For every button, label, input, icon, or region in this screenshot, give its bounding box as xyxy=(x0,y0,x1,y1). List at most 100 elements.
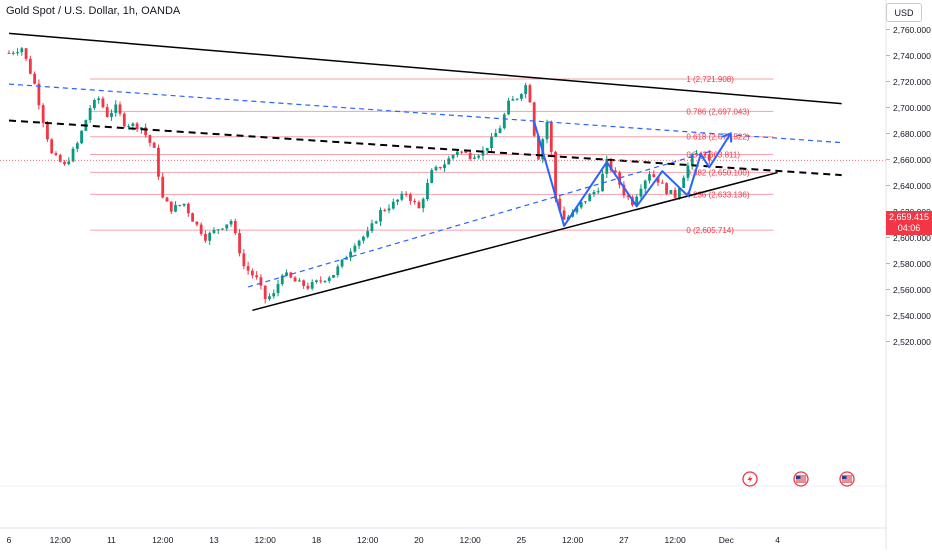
channel-line-dashed[interactable] xyxy=(247,149,714,288)
candle-body xyxy=(208,232,212,241)
candle-body xyxy=(297,280,301,282)
candle-body xyxy=(545,122,549,140)
candle-body xyxy=(16,52,19,54)
candle-body xyxy=(272,293,276,297)
candle-body xyxy=(157,147,160,177)
candle-body xyxy=(63,161,66,165)
y-tick-label: 2,760.000 xyxy=(893,25,931,35)
y-tick-label: 2,580.000 xyxy=(893,259,931,269)
candle-body xyxy=(592,192,596,195)
candle-body xyxy=(686,165,690,178)
x-tick-label: 12:00 xyxy=(255,535,277,545)
candle-body xyxy=(605,159,609,174)
y-tick-label: 2,700.000 xyxy=(893,103,931,113)
candle-body xyxy=(118,104,122,114)
candle-body xyxy=(396,199,399,202)
candle-body xyxy=(24,48,28,59)
projection-path[interactable] xyxy=(533,121,733,227)
candle-body xyxy=(524,85,528,95)
candle-body xyxy=(549,122,553,152)
trendline-solid[interactable] xyxy=(252,171,778,312)
us-flag-icon[interactable] xyxy=(793,471,809,487)
candle-body xyxy=(438,166,442,169)
candle-body xyxy=(268,296,271,299)
candle-body xyxy=(152,142,156,148)
flash-icon[interactable] xyxy=(742,471,758,487)
candle-body xyxy=(101,98,105,108)
candle-body xyxy=(477,155,481,158)
candle-body xyxy=(182,203,186,206)
candle-body xyxy=(148,135,152,143)
currency-button[interactable]: USD xyxy=(886,3,922,22)
trendlines[interactable] xyxy=(0,32,886,312)
trendline-dashed[interactable] xyxy=(8,119,842,177)
candle-body xyxy=(315,280,318,283)
fibonacci-retracement[interactable]: 1 (2,721.908) 0.786 (2,697.043) 0.618 (2,6… xyxy=(90,75,774,235)
candle-body xyxy=(144,127,148,136)
y-tick-label: 2,740.000 xyxy=(893,51,931,61)
candle-body xyxy=(319,280,323,282)
y-tick-label: 2,600.000 xyxy=(893,233,931,243)
candle-body xyxy=(481,150,485,156)
x-tick-label: 11 xyxy=(107,535,116,545)
candle-body xyxy=(690,153,694,166)
candle-body xyxy=(707,154,711,161)
candle-body xyxy=(246,266,250,271)
bar-countdown: 04:06 xyxy=(897,223,921,233)
last-price-tag: 2,659.415 04:06 xyxy=(886,211,932,235)
candle-body xyxy=(332,275,335,278)
candle-body xyxy=(643,180,647,189)
y-tick-label: 2,540.000 xyxy=(893,311,931,321)
candle-body xyxy=(383,210,387,212)
x-tick-label: Dec xyxy=(719,535,735,545)
candle-body xyxy=(110,112,113,118)
candle-body xyxy=(238,233,241,254)
candle-body xyxy=(54,153,58,156)
y-tick-label: 2,640.000 xyxy=(893,181,931,191)
candle-body xyxy=(408,194,412,201)
x-tick-label: 12:00 xyxy=(562,535,584,545)
projection-zigzag[interactable] xyxy=(533,121,732,227)
candle-body xyxy=(174,205,177,212)
candle-body xyxy=(259,277,263,286)
us-flag-icon[interactable] xyxy=(839,471,855,487)
candle-body xyxy=(58,155,62,162)
x-tick-label: 6 xyxy=(7,535,12,545)
channel-line-dashed[interactable] xyxy=(8,83,842,144)
candle-body xyxy=(250,270,254,276)
candle-body xyxy=(485,148,489,151)
x-tick-label: 20 xyxy=(414,535,424,545)
candle-body xyxy=(515,98,519,100)
candle-body xyxy=(443,164,446,169)
fib-level-label: 0.618 (2,677.522) xyxy=(686,133,749,142)
fib-level-label: 0.382 (2,650.100) xyxy=(686,168,749,177)
candle-body xyxy=(528,85,532,103)
candle-body xyxy=(255,275,259,278)
candle-body xyxy=(374,221,378,224)
candle-body xyxy=(387,208,391,211)
candle-body xyxy=(336,266,340,276)
candle-body xyxy=(575,207,579,213)
x-tick-label: 12:00 xyxy=(460,535,482,545)
candle-body xyxy=(353,245,357,252)
event-icons[interactable] xyxy=(742,471,855,487)
candle-body xyxy=(498,128,502,134)
candle-body xyxy=(225,224,229,229)
candle-body xyxy=(558,198,562,211)
candle-body xyxy=(165,197,169,202)
candle-body xyxy=(289,272,293,278)
candle-body xyxy=(413,200,417,203)
trendline-solid[interactable] xyxy=(8,32,842,105)
candle-body xyxy=(75,143,79,149)
candle-body xyxy=(613,170,617,173)
candle-body xyxy=(520,94,523,99)
chart-title: Gold Spot / U.S. Dollar, 1h, OANDA xyxy=(6,5,181,17)
candle-body xyxy=(648,174,651,181)
fib-level-label: 0.236 (2,633.136) xyxy=(686,190,749,199)
last-price-value: 2,659.415 xyxy=(888,212,930,222)
candle-body xyxy=(46,122,49,140)
candle-body xyxy=(357,240,361,246)
